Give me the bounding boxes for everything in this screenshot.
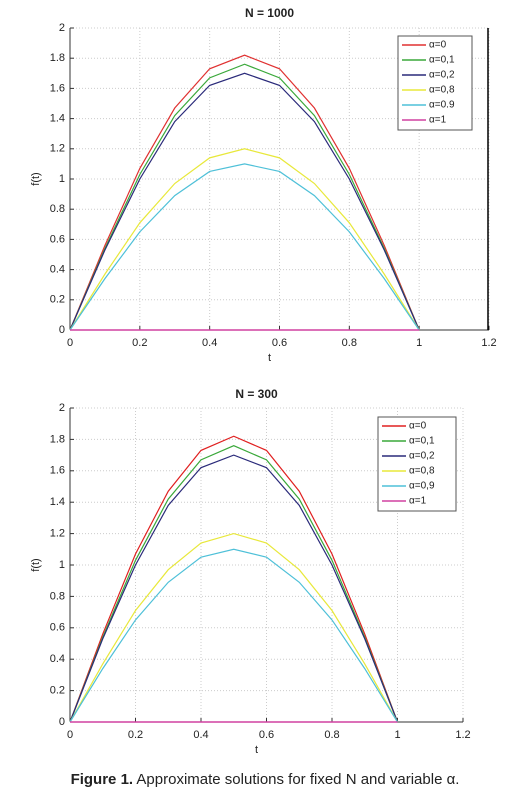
legend-label: α=0,8 <box>409 466 435 477</box>
x-axis-label: t <box>268 352 271 364</box>
x-tick-label: 0 <box>67 337 73 349</box>
caption-label: Figure 1. <box>71 771 134 788</box>
x-tick-label: 0.6 <box>272 337 287 349</box>
legend-label: α=0,1 <box>429 55 455 66</box>
x-tick-label: 0.8 <box>324 729 339 741</box>
series-line <box>69 63 420 331</box>
x-tick-label: 1 <box>416 337 422 349</box>
legend-label: α=0,9 <box>409 481 435 492</box>
y-tick-label: 0.4 <box>50 653 65 665</box>
x-tick-label: 0.8 <box>342 337 357 349</box>
x-tick-label: 0 <box>67 729 73 741</box>
y-tick-label: 1.2 <box>50 528 65 540</box>
caption-text: Approximate solutions for fixed N and va… <box>136 771 459 788</box>
y-tick-label: 0 <box>59 324 65 336</box>
y-tick-label: 1.4 <box>50 496 65 508</box>
y-tick-label: 1.8 <box>50 52 65 64</box>
legend: α=0 α=0,1 α=0,2 α=0,8 α=0.9 α=1 <box>397 35 473 131</box>
legend-label: α=0.9 <box>429 100 455 111</box>
legend-label: α=1 <box>409 496 427 507</box>
legend-box <box>377 416 457 512</box>
series-line <box>69 435 399 723</box>
caption: Figure 1. Approximate solutions for fixe… <box>71 771 460 788</box>
legend: α=0 α=0,1 α=0,2 α=0,8 α=0,9 α=1 <box>377 416 457 512</box>
x-tick-label: 0.2 <box>128 729 143 741</box>
y-tick-label: 1 <box>59 559 65 571</box>
x-tick-label: 1.2 <box>481 337 496 349</box>
chart-title: N = 300 <box>235 387 278 401</box>
y-tick-label: 0.6 <box>50 622 65 634</box>
legend-label: α=0,2 <box>409 451 435 462</box>
x-tick-label: 0.4 <box>202 337 217 349</box>
y-axis-label: f(t) <box>30 172 42 185</box>
y-tick-label: 1 <box>59 173 65 185</box>
y-tick-label: 2 <box>59 22 65 34</box>
x-tick-label: 0.4 <box>193 729 208 741</box>
y-axis-label: f(t) <box>30 558 42 571</box>
series-line <box>69 532 399 723</box>
legend-label: α=0 <box>429 40 447 51</box>
series-line <box>69 163 420 331</box>
y-tick-label: 0.8 <box>50 203 65 215</box>
legend-box <box>397 35 473 131</box>
y-tick-label: 1.8 <box>50 433 65 445</box>
x-tick-label: 1 <box>394 729 400 741</box>
x-tick-label: 0.6 <box>259 729 274 741</box>
legend-label: α=1 <box>429 115 447 126</box>
y-tick-label: 0.2 <box>50 685 65 697</box>
legend-label: α=0,2 <box>429 70 455 81</box>
chart-title: N = 1000 <box>245 6 294 20</box>
y-tick-label: 0.8 <box>50 590 65 602</box>
series-line <box>69 445 399 723</box>
y-tick-label: 2 <box>59 402 65 414</box>
x-tick-label: 1.2 <box>455 729 470 741</box>
series-line <box>69 72 420 331</box>
y-tick-label: 0.2 <box>50 294 65 306</box>
y-tick-label: 1.4 <box>50 113 65 125</box>
legend-label: α=0,1 <box>409 436 435 447</box>
x-tick-label: 0.2 <box>132 337 147 349</box>
y-tick-label: 1.6 <box>50 82 65 94</box>
y-tick-label: 0.6 <box>50 233 65 245</box>
series-line <box>69 148 420 331</box>
y-tick-label: 1.6 <box>50 465 65 477</box>
series-line <box>69 454 399 723</box>
series-line <box>69 548 399 723</box>
y-tick-label: 0.4 <box>50 264 65 276</box>
y-tick-label: 1.2 <box>50 143 65 155</box>
x-axis-label: t <box>255 744 258 756</box>
y-tick-label: 0 <box>59 716 65 728</box>
legend-label: α=0 <box>409 421 427 432</box>
series-line <box>69 54 420 331</box>
legend-label: α=0,8 <box>429 85 455 96</box>
